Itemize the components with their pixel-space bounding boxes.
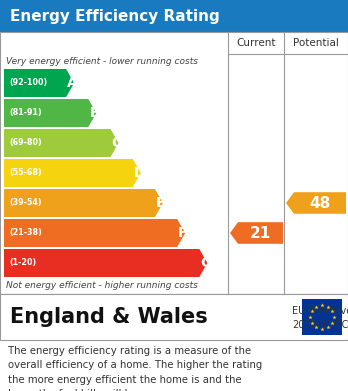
- Polygon shape: [4, 249, 207, 277]
- Text: The energy efficiency rating is a measure of the
overall efficiency of a home. T: The energy efficiency rating is a measur…: [8, 346, 262, 391]
- Text: B: B: [89, 106, 100, 120]
- Polygon shape: [4, 189, 163, 217]
- Text: Potential: Potential: [293, 38, 339, 48]
- Text: E: E: [156, 196, 165, 210]
- Text: D: D: [134, 166, 145, 180]
- Text: (1-20): (1-20): [9, 258, 36, 267]
- Text: England & Wales: England & Wales: [10, 307, 208, 327]
- Polygon shape: [4, 69, 74, 97]
- Text: A: A: [67, 76, 78, 90]
- Text: Energy Efficiency Rating: Energy Efficiency Rating: [10, 9, 220, 23]
- Text: 21: 21: [250, 226, 271, 240]
- Bar: [0, 32, 348, 294]
- Text: Current: Current: [236, 38, 276, 48]
- Text: (92-100): (92-100): [9, 79, 47, 88]
- Text: EU Directive: EU Directive: [292, 307, 348, 316]
- Polygon shape: [230, 222, 283, 244]
- Bar: [0, 0, 348, 32]
- Bar: [0, 294, 348, 340]
- Polygon shape: [286, 192, 346, 214]
- Text: (69-80): (69-80): [9, 138, 42, 147]
- Text: (21-38): (21-38): [9, 228, 42, 237]
- Polygon shape: [4, 219, 185, 247]
- Text: (81-91): (81-91): [9, 108, 42, 118]
- Text: 48: 48: [309, 196, 331, 210]
- Text: C: C: [112, 136, 122, 150]
- Polygon shape: [4, 159, 141, 187]
- Text: 2002/91/EC: 2002/91/EC: [292, 320, 348, 330]
- Text: Not energy efficient - higher running costs: Not energy efficient - higher running co…: [6, 280, 198, 289]
- Text: F: F: [178, 226, 188, 240]
- Bar: [302, 299, 342, 335]
- Text: Very energy efficient - lower running costs: Very energy efficient - lower running co…: [6, 57, 198, 66]
- Text: (39-54): (39-54): [9, 199, 42, 208]
- Text: G: G: [200, 256, 212, 270]
- Text: (55-68): (55-68): [9, 169, 42, 178]
- Polygon shape: [4, 129, 119, 157]
- Polygon shape: [4, 99, 96, 127]
